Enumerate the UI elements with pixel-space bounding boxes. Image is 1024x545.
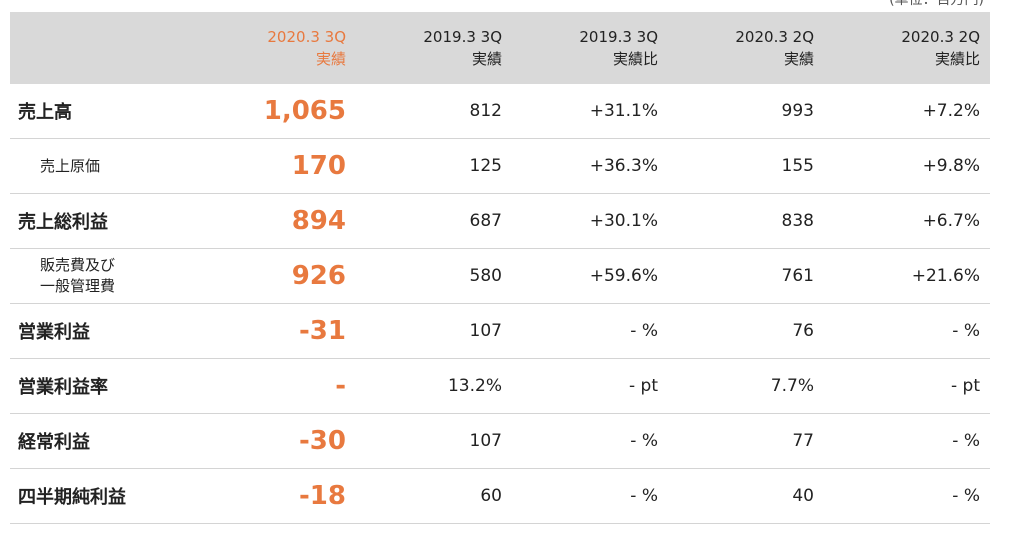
row-label-text-line2: 一般管理費: [40, 277, 116, 295]
row-label: 営業利益: [10, 303, 190, 359]
qoq-change-cell: +9.8%: [824, 138, 990, 194]
table-row: 四半期純利益 -18 60 - % 40 - %: [10, 468, 990, 524]
table-row: 営業利益率 - 13.2% - pt 7.7% - pt: [10, 358, 990, 414]
header-period: 2020.3 2Q: [901, 28, 980, 46]
row-label-text: 売上総利益: [18, 212, 108, 233]
previous-quarter-value-cell: 77: [668, 413, 824, 469]
row-label: 販売費及び 一般管理費: [10, 248, 190, 304]
table-row: 売上総利益 894 687 +30.1% 838 +6.7%: [10, 193, 990, 249]
header-yoy-comparison: 2019.3 3Q 実績比: [512, 12, 668, 84]
previous-quarter-value-cell: 155: [668, 138, 824, 194]
row-label: 売上総利益: [10, 193, 190, 249]
previous-quarter-value-cell: 7.7%: [668, 358, 824, 414]
yoy-change-cell: - pt: [512, 358, 668, 414]
yoy-change-cell: - %: [512, 303, 668, 359]
header-period: 2020.3 3Q: [267, 28, 346, 46]
header-row: 2020.3 3Q 実績 2019.3 3Q 実績 2019.3 3Q 実績比 …: [10, 12, 990, 84]
current-value-cell: 894: [190, 193, 356, 249]
header-metric: 実績比: [612, 50, 658, 68]
prior-year-value-cell: 580: [356, 248, 512, 304]
current-value-cell: 926: [190, 248, 356, 304]
header-qoq-comparison: 2020.3 2Q 実績比: [824, 12, 990, 84]
prior-year-value-cell: 125: [356, 138, 512, 194]
header-period: 2019.3 3Q: [423, 28, 502, 46]
row-label-text: 営業利益: [18, 322, 90, 343]
prior-year-value-cell: 13.2%: [356, 358, 512, 414]
header-prior-year-quarter: 2019.3 3Q 実績: [356, 12, 512, 84]
previous-quarter-value-cell: 761: [668, 248, 824, 304]
yoy-change-cell: +30.1%: [512, 193, 668, 249]
table-header: 2020.3 3Q 実績 2019.3 3Q 実績 2019.3 3Q 実績比 …: [10, 12, 990, 84]
prior-year-value-cell: 687: [356, 193, 512, 249]
header-previous-quarter: 2020.3 2Q 実績: [668, 12, 824, 84]
yoy-change-cell: - %: [512, 468, 668, 524]
current-value-cell: 170: [190, 138, 356, 194]
qoq-change-cell: - pt: [824, 358, 990, 414]
qoq-change-cell: - %: [824, 303, 990, 359]
current-value-cell: -31: [190, 303, 356, 359]
header-period: 2020.3 2Q: [735, 28, 814, 46]
unit-note: (単位：百万円): [889, 0, 984, 8]
qoq-change-cell: - %: [824, 468, 990, 524]
qoq-change-cell: +6.7%: [824, 193, 990, 249]
qoq-change-cell: +7.2%: [824, 84, 990, 139]
header-metric: 実績: [783, 50, 814, 68]
current-value-cell: 1,065: [190, 84, 356, 139]
prior-year-value-cell: 107: [356, 413, 512, 469]
header-period: 2019.3 3Q: [579, 28, 658, 46]
row-label-text: 四半期純利益: [18, 487, 126, 508]
prior-year-value-cell: 60: [356, 468, 512, 524]
yoy-change-cell: +31.1%: [512, 84, 668, 139]
header-metric: 実績: [315, 50, 346, 68]
table-row: 売上原価 170 125 +36.3% 155 +9.8%: [10, 138, 990, 194]
yoy-change-cell: - %: [512, 413, 668, 469]
table-row: 営業利益 -31 107 - % 76 - %: [10, 303, 990, 359]
table-row: 経常利益 -30 107 - % 77 - %: [10, 413, 990, 469]
row-label: 経常利益: [10, 413, 190, 469]
table-body: 売上高 1,065 812 +31.1% 993 +7.2% 売上原価 170 …: [10, 84, 990, 524]
table-row: 販売費及び 一般管理費 926 580 +59.6% 761 +21.6%: [10, 248, 990, 304]
row-label: 営業利益率: [10, 358, 190, 414]
row-label-text: 経常利益: [18, 432, 90, 453]
header-metric: 実績比: [934, 50, 980, 68]
row-label-text: 売上高: [18, 102, 72, 123]
row-label: 四半期純利益: [10, 468, 190, 524]
current-value-cell: -18: [190, 468, 356, 524]
current-value-cell: -: [190, 358, 356, 414]
row-label-text: 販売費及び: [40, 256, 116, 274]
previous-quarter-value-cell: 76: [668, 303, 824, 359]
row-label-text: 売上原価: [40, 156, 101, 175]
financial-results-table: 2020.3 3Q 実績 2019.3 3Q 実績 2019.3 3Q 実績比 …: [10, 12, 990, 524]
previous-quarter-value-cell: 40: [668, 468, 824, 524]
previous-quarter-value-cell: 993: [668, 84, 824, 139]
yoy-change-cell: +36.3%: [512, 138, 668, 194]
prior-year-value-cell: 107: [356, 303, 512, 359]
qoq-change-cell: +21.6%: [824, 248, 990, 304]
table-row: 売上高 1,065 812 +31.1% 993 +7.2%: [10, 84, 990, 139]
header-metric: 実績: [471, 50, 502, 68]
row-label: 売上原価: [10, 138, 190, 194]
yoy-change-cell: +59.6%: [512, 248, 668, 304]
current-value-cell: -30: [190, 413, 356, 469]
row-label: 売上高: [10, 84, 190, 139]
header-current-quarter: 2020.3 3Q 実績: [190, 12, 356, 84]
qoq-change-cell: - %: [824, 413, 990, 469]
row-label-text: 営業利益率: [18, 377, 108, 398]
previous-quarter-value-cell: 838: [668, 193, 824, 249]
header-label-column: [10, 12, 190, 84]
prior-year-value-cell: 812: [356, 84, 512, 139]
